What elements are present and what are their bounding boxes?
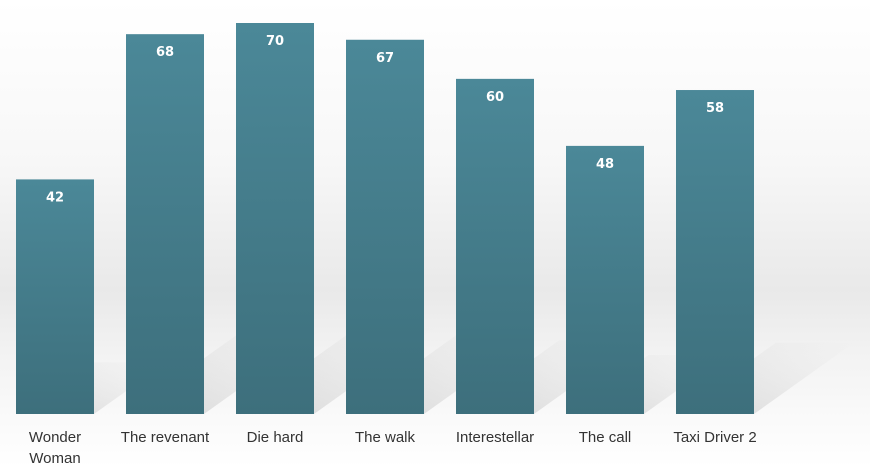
value-label: 42 (46, 190, 64, 205)
value-label: 58 (706, 101, 724, 116)
bar (346, 39, 424, 414)
value-label: 68 (156, 45, 174, 60)
value-label: 70 (266, 34, 284, 49)
value-label: 60 (486, 90, 504, 105)
category-label: The call (579, 429, 632, 446)
value-label: 67 (376, 51, 394, 66)
bars-group (16, 23, 754, 415)
bar (126, 34, 204, 415)
bar (676, 90, 754, 415)
bar (236, 23, 314, 414)
bar (16, 179, 94, 414)
category-label: The revenant (121, 429, 210, 446)
bar (456, 78, 534, 414)
value-label: 48 (596, 157, 614, 172)
category-label: Interestellar (456, 429, 534, 446)
value-labels-group: 42 68 70 67 60 48 58 (46, 34, 724, 205)
bar (566, 145, 644, 414)
category-label: Die hard (247, 429, 304, 446)
category-label: Taxi Driver 2 (673, 429, 756, 446)
category-labels-group: Wonder Woman The revenant Die hard The walk I… (29, 429, 757, 467)
category-label: Wonder Woman (29, 429, 81, 467)
category-label: The walk (355, 429, 416, 446)
